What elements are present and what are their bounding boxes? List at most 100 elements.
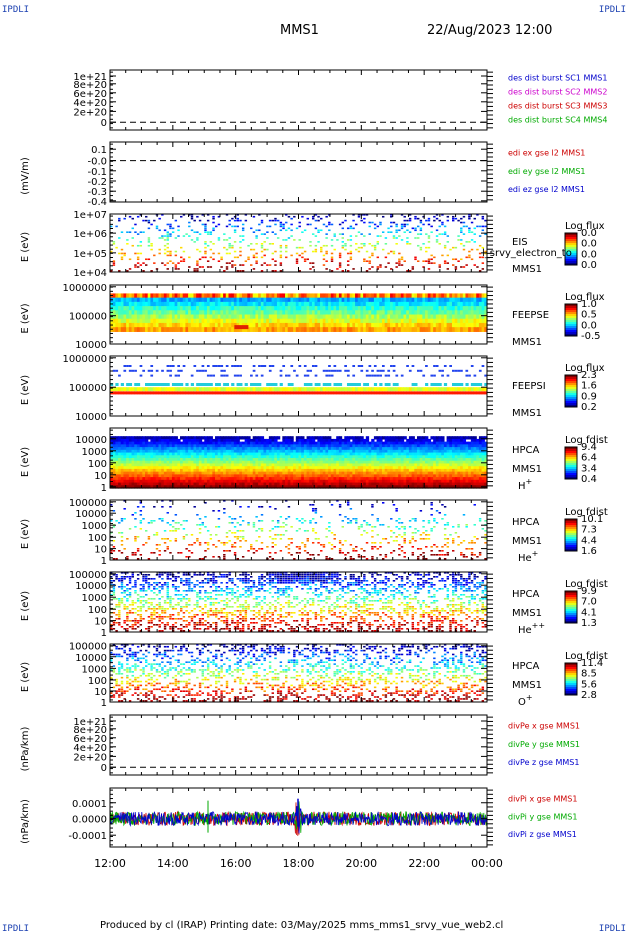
y-tick-label: 10000: [75, 340, 107, 351]
corner-label-top-left: IPDLI: [2, 5, 30, 15]
y-tick-label: 10000: [75, 653, 107, 664]
species-charge: +: [526, 477, 533, 486]
colorbar-cell: [565, 549, 577, 552]
colorbar-cell: [565, 247, 577, 250]
colorbar-cell: [565, 601, 577, 604]
colorbar-cell: [565, 545, 577, 548]
legend-series: edi ey gse l2 MMS1: [508, 167, 586, 176]
colorbar-tick-label: 1.6: [581, 381, 597, 392]
corner-label-bottom-right: IPDLI: [598, 924, 626, 934]
panel-frame-divpe: [109, 714, 488, 776]
colorbar-cell: [565, 326, 577, 329]
y-tick-label: 0: [101, 118, 107, 129]
y-tick-label: 1000: [82, 593, 107, 604]
x-tick-label: 16:00: [220, 857, 252, 870]
y-tick-label: 1: [101, 628, 107, 639]
y-tick-label: 100000: [69, 312, 107, 323]
colorbar-title: Log flux: [565, 292, 605, 303]
colorbar-cell: [565, 593, 577, 596]
colorbar-tick-label: 1.6: [581, 546, 597, 557]
x-tick-label: 22:00: [408, 857, 440, 870]
colorbar-tick-label: 0.0: [581, 249, 597, 260]
colorbar-tick-label: 9.4: [581, 442, 597, 453]
legend-series: divPe z gse MMS1: [508, 758, 579, 767]
colorbar-cell: [565, 241, 577, 244]
colorbar-cell: [565, 525, 577, 528]
species-label: H+: [518, 477, 532, 492]
colorbar-cell: [565, 383, 577, 386]
colorbar-tick-label: 1.0: [581, 299, 597, 310]
colorbar-cell: [565, 332, 577, 335]
instrument-label: MMS1: [512, 408, 542, 419]
corner-label-top-right: IPDLI: [598, 5, 626, 15]
species-label: He++: [518, 621, 545, 636]
colorbar-cell: [565, 304, 577, 307]
instrument-label: MMS1: [512, 608, 542, 619]
colorbar-cell: [565, 312, 577, 315]
y-tick-label: 1e+05: [73, 249, 107, 260]
colorbar-cell: [565, 603, 577, 606]
colorbar-cell: [565, 523, 577, 526]
y-tick-label: 2e+20: [73, 752, 107, 763]
y-tick-label: 6e+20: [73, 734, 107, 745]
colorbar-cell: [565, 461, 577, 464]
colorbar-cell: [565, 455, 577, 458]
colorbar-title: Log fdist: [565, 651, 608, 662]
y-axis-label: E (eV): [20, 447, 31, 477]
y-tick-label: -0.0: [87, 157, 107, 168]
colorbar-cell: [565, 519, 577, 522]
colorbar-cell: [565, 239, 577, 242]
colorbar-cell: [565, 677, 577, 680]
colorbar-cell: [565, 685, 577, 688]
instrument-label: FEEPSE: [512, 310, 549, 321]
species-charge: +: [532, 549, 539, 558]
colorbar-cell: [565, 595, 577, 598]
colorbar-cell: [565, 447, 577, 450]
x-tick-label: 18:00: [283, 857, 315, 870]
colorbar-tick-label: 4.1: [581, 607, 597, 618]
footer-text: Produced by cl (IRAP) Printing date: 03/…: [100, 920, 504, 931]
heatmap-cells-hpca_he: [110, 500, 487, 560]
colorbar-cell: [565, 477, 577, 480]
y-tick-label: 100000: [69, 383, 107, 394]
colorbar-cell: [565, 475, 577, 478]
colorbar-cell: [565, 379, 577, 382]
colorbar-cell: [565, 389, 577, 392]
colorbar-cell: [565, 255, 577, 258]
y-tick-label: 0: [101, 763, 107, 774]
colorbar-cell: [565, 463, 577, 466]
colorbar-tick-label: -0.5: [581, 331, 601, 342]
y-tick-label: 0.1: [91, 145, 107, 156]
colorbar-cell: [565, 318, 577, 321]
colorbar-cell: [565, 401, 577, 404]
legend-series: divPe y gse MMS1: [508, 740, 580, 749]
colorbar-title: Log flux: [565, 221, 605, 232]
legend-series: edi ex gse l2 MMS1: [508, 149, 585, 158]
colorbar-tick-label: 6.4: [581, 453, 597, 464]
legend-series: divPe x gse MMS1: [508, 722, 580, 731]
colorbar-cell: [565, 245, 577, 248]
colorbar-frame: [564, 590, 578, 624]
colorbar-cell: [565, 251, 577, 254]
panel-frame-des_dist: [109, 69, 488, 131]
colorbar-cell: [565, 599, 577, 602]
legend-series: des dist burst SC1 MMS1: [508, 73, 607, 82]
colorbar-cell: [565, 591, 577, 594]
y-tick-label: 100: [88, 676, 107, 687]
colorbar-cell: [565, 687, 577, 690]
y-axis-label: E (eV): [20, 303, 31, 333]
y-tick-label: 10000: [75, 509, 107, 520]
instrument-label: EIS: [512, 237, 528, 248]
y-tick-label: 100000: [69, 570, 107, 581]
y-tick-label: 4e+20: [73, 743, 107, 754]
colorbar-title: Log flux: [565, 363, 605, 374]
colorbar-cell: [565, 611, 577, 614]
colorbar-tick-label: 2.3: [581, 370, 597, 381]
colorbar-tick-label: 7.0: [581, 597, 597, 608]
colorbar-cell: [565, 324, 577, 327]
y-tick-label: 6e+20: [73, 89, 107, 100]
colorbar-title: Log fdist: [565, 435, 608, 446]
colorbar-tick-label: 4.4: [581, 535, 597, 546]
y-tick-label: 100000: [69, 498, 107, 509]
